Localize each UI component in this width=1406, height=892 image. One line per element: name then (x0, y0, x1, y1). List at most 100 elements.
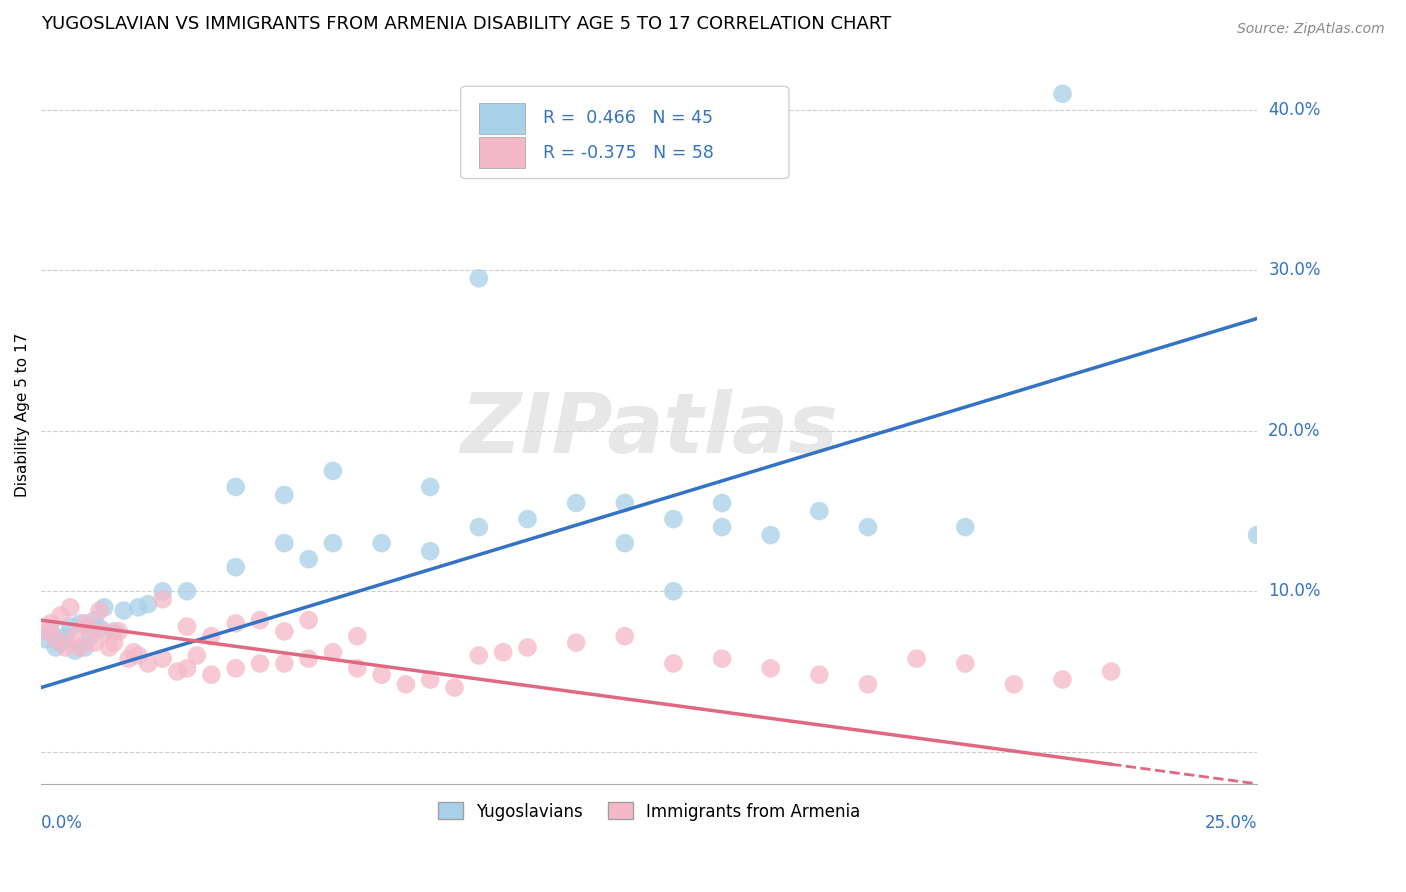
Point (298, 613, 321, 627)
Text: 30.0%: 30.0% (1268, 261, 1320, 279)
Point (1246, 528, 1268, 542)
Point (49, 608, 72, 623)
FancyBboxPatch shape (461, 87, 789, 178)
Point (322, 645, 344, 659)
Point (856, 677, 879, 691)
Point (322, 464, 344, 478)
Legend: Yugoslavians, Immigrants from Armenia: Yugoslavians, Immigrants from Armenia (432, 796, 868, 827)
Point (565, 496, 588, 510)
Point (112, 603, 135, 617)
Point (79, 629, 101, 643)
Point (613, 629, 636, 643)
Point (759, 661, 782, 675)
Point (346, 661, 368, 675)
Point (35, 624, 58, 639)
Point (565, 635, 588, 649)
Point (55, 640, 77, 655)
Point (55, 629, 77, 643)
Text: 40.0%: 40.0% (1268, 101, 1320, 119)
Point (468, 648, 491, 663)
Point (955, 520, 977, 534)
Point (273, 624, 295, 639)
Point (83, 635, 105, 649)
Point (419, 480, 441, 494)
Point (662, 584, 685, 599)
Point (127, 600, 149, 615)
Point (273, 657, 295, 671)
Point (419, 544, 441, 558)
Point (225, 661, 247, 675)
Text: 0.0%: 0.0% (41, 814, 83, 832)
Text: R = -0.375   N = 58: R = -0.375 N = 58 (543, 144, 714, 161)
Point (443, 681, 465, 695)
Point (662, 512, 685, 526)
Point (468, 520, 491, 534)
Point (79, 621, 101, 635)
Text: 25.0%: 25.0% (1205, 814, 1257, 832)
Text: 20.0%: 20.0% (1268, 422, 1320, 440)
Point (73, 616, 96, 631)
Point (73, 640, 96, 655)
Y-axis label: Disability Age 5 to 17: Disability Age 5 to 17 (15, 333, 30, 497)
Point (122, 645, 145, 659)
Point (69, 616, 91, 631)
Point (613, 536, 636, 550)
Point (200, 667, 222, 681)
Point (711, 496, 734, 510)
Point (152, 651, 174, 665)
Point (613, 496, 636, 510)
Point (225, 616, 247, 631)
Point (370, 536, 392, 550)
Point (136, 657, 159, 671)
Point (63, 629, 86, 643)
Point (1002, 677, 1025, 691)
Point (166, 665, 188, 679)
Point (200, 629, 222, 643)
Point (856, 520, 879, 534)
Point (273, 488, 295, 502)
Point (759, 528, 782, 542)
Point (152, 584, 174, 599)
Point (45, 632, 67, 647)
Point (955, 657, 977, 671)
Point (395, 677, 418, 691)
Point (45, 640, 67, 655)
Point (108, 624, 131, 639)
Point (176, 661, 198, 675)
Point (225, 480, 247, 494)
Point (127, 648, 149, 663)
Point (89, 603, 111, 617)
Point (516, 512, 538, 526)
Point (93, 624, 115, 639)
Point (63, 643, 86, 657)
Point (89, 621, 111, 635)
Point (468, 271, 491, 285)
Point (249, 657, 271, 671)
Point (346, 629, 368, 643)
Point (419, 673, 441, 687)
Point (103, 635, 125, 649)
Point (59, 619, 82, 633)
Point (1099, 665, 1122, 679)
Text: 10.0%: 10.0% (1268, 582, 1320, 600)
Point (249, 613, 271, 627)
Point (711, 651, 734, 665)
Text: R =  0.466   N = 45: R = 0.466 N = 45 (543, 109, 713, 127)
Point (808, 667, 831, 681)
Point (35, 632, 58, 647)
Point (152, 592, 174, 607)
Point (186, 648, 208, 663)
Point (516, 640, 538, 655)
Point (322, 536, 344, 550)
Point (225, 560, 247, 574)
Point (273, 536, 295, 550)
Point (93, 600, 115, 615)
Point (176, 584, 198, 599)
Point (39, 624, 62, 639)
Point (118, 651, 141, 665)
Point (136, 597, 159, 611)
Point (662, 657, 685, 671)
Text: YUGOSLAVIAN VS IMMIGRANTS FROM ARMENIA DISABILITY AGE 5 TO 17 CORRELATION CHART: YUGOSLAVIAN VS IMMIGRANTS FROM ARMENIA D… (41, 15, 891, 33)
Point (1052, 87, 1074, 101)
Point (370, 667, 392, 681)
